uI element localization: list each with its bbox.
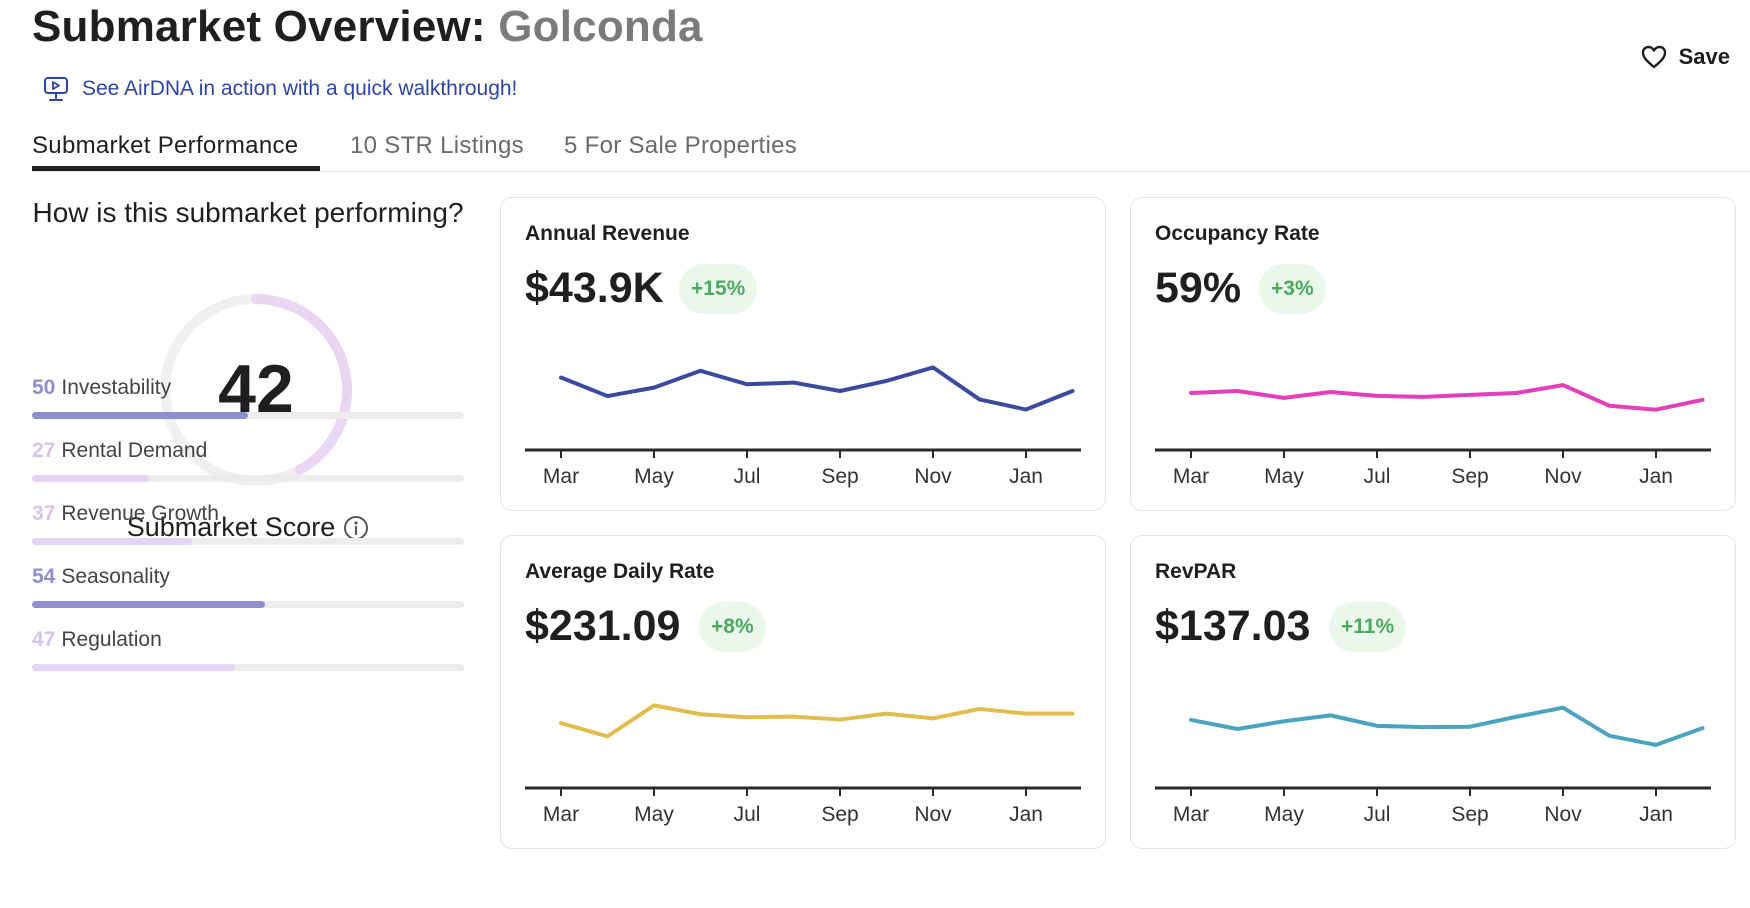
x-tick-label: May — [1264, 803, 1304, 826]
occupancy-rate-chart: Mar May Jul Sep Nov Jan — [1155, 383, 1711, 488]
x-tick-label: Mar — [543, 803, 579, 826]
metric-value: 47 — [32, 628, 56, 651]
metric-value: 37 — [32, 502, 56, 525]
change-badge: +11% — [1329, 602, 1407, 652]
tab-bar: Submarket Performance 10 STR Listings 5 … — [32, 126, 1750, 172]
x-tick-label: Jul — [734, 465, 761, 488]
metric-fill — [32, 664, 236, 671]
metric-label: Investability — [61, 376, 172, 399]
card-revpar[interactable]: RevPAR $137.03 +11% Mar May Jul Sep Nov Jan — [1130, 535, 1736, 849]
tab-str-listings[interactable]: 10 STR Listings — [350, 132, 524, 159]
card-average-daily-rate[interactable]: Average Daily Rate $231.09 +8% Mar May Jul… — [500, 535, 1106, 849]
score-panel: How is this submarket performing? 42 Sub… — [32, 196, 464, 542]
x-tick-label: Nov — [914, 803, 952, 826]
x-tick-label: Sep — [821, 803, 858, 826]
page-title: Submarket Overview: Golconda — [32, 2, 703, 52]
metric-value: 54 — [32, 565, 56, 588]
x-tick-label: Nov — [1544, 465, 1582, 488]
x-tick-label: May — [634, 465, 674, 488]
score-label-row: Submarket Score — [32, 512, 464, 543]
x-tick-label: May — [634, 803, 674, 826]
card-value: $43.9K — [525, 264, 664, 312]
x-tick-label: Sep — [821, 465, 858, 488]
x-tick-label: Sep — [1451, 803, 1488, 826]
metric-fill — [32, 538, 192, 545]
metric-fill — [32, 412, 248, 419]
score-question: How is this submarket performing? — [32, 197, 464, 228]
x-tick-label: Nov — [914, 465, 952, 488]
metric-label: Regulation — [61, 628, 162, 651]
x-tick-label: Jul — [1364, 465, 1391, 488]
monitor-play-icon — [44, 77, 68, 101]
change-badge: +3% — [1259, 264, 1326, 314]
series-line — [1189, 383, 1705, 412]
x-tick-label: Jul — [1364, 803, 1391, 826]
x-tick-label: Mar — [543, 465, 579, 488]
walkthrough-link[interactable]: See AirDNA in action with a quick walkth… — [42, 76, 517, 102]
tab-for-sale-properties[interactable]: 5 For Sale Properties — [564, 132, 798, 159]
page-title-prefix: Submarket Overview: — [32, 2, 486, 51]
heart-icon — [1641, 45, 1666, 69]
x-tick-label: Jan — [1639, 465, 1673, 488]
metric-track — [32, 664, 464, 671]
metric-track — [32, 475, 464, 482]
card-occupancy-rate[interactable]: Occupancy Rate 59% +3% Mar May Jul Sep Nov Ja… — [1130, 197, 1736, 511]
metric-investability: 50 Investability — [32, 376, 464, 439]
score-gauge-arc — [251, 294, 352, 475]
series-line — [559, 703, 1075, 739]
annual-revenue-chart: Mar May Jul Sep Nov Jan — [525, 365, 1081, 488]
metric-label: Rental Demand — [61, 439, 208, 462]
x-tick-label: May — [1264, 465, 1304, 488]
metric-fill — [32, 601, 266, 608]
metric-label: Revenue Growth — [61, 502, 219, 525]
x-tick-label: Jul — [734, 803, 761, 826]
card-title: Annual Revenue — [525, 222, 690, 245]
card-title: RevPAR — [1155, 560, 1237, 583]
average-daily-rate-chart: Mar May Jul Sep Nov Jan — [525, 703, 1081, 826]
metric-seasonality: 54 Seasonality — [32, 565, 464, 628]
x-tick-label: Jan — [1009, 465, 1043, 488]
metric-value: 27 — [32, 439, 56, 462]
score-label: Submarket Score — [126, 512, 336, 542]
card-value: $137.03 — [1155, 602, 1311, 650]
card-title: Average Daily Rate — [525, 560, 715, 583]
x-tick-label: Nov — [1544, 803, 1582, 826]
save-label: Save — [1678, 44, 1730, 69]
active-tab-indicator — [32, 166, 320, 171]
metric-track — [32, 538, 464, 545]
metric-regulation: 47 Regulation — [32, 628, 464, 691]
series-line — [559, 365, 1075, 412]
card-value: 59% — [1155, 264, 1242, 312]
x-tick-label: Sep — [1451, 465, 1488, 488]
change-badge: +8% — [699, 602, 766, 652]
score-metrics: 50 Investability 27 Rental Demand 37 Revenu… — [32, 376, 464, 691]
card-title: Occupancy Rate — [1155, 222, 1320, 245]
metric-revenue-growth: 37 Revenue Growth — [32, 502, 464, 565]
metric-value: 50 — [32, 376, 56, 399]
x-tick-label: Mar — [1173, 803, 1209, 826]
save-button[interactable]: Save — [1641, 44, 1730, 70]
card-annual-revenue[interactable]: Annual Revenue $43.9K +15% Mar May Jul Sep N… — [500, 197, 1106, 511]
metric-fill — [32, 475, 149, 482]
revpar-chart: Mar May Jul Sep Nov Jan — [1155, 705, 1711, 826]
walkthrough-text: See AirDNA in action with a quick walkth… — [82, 77, 518, 100]
metric-rental-demand: 27 Rental Demand — [32, 439, 464, 502]
card-value: $231.09 — [525, 602, 681, 650]
metric-track — [32, 412, 464, 419]
x-tick-label: Jan — [1009, 803, 1043, 826]
submarket-name: Golconda — [498, 2, 703, 51]
series-line — [1189, 705, 1705, 747]
change-badge: +15% — [679, 264, 758, 314]
tab-submarket-performance[interactable]: Submarket Performance — [32, 132, 299, 159]
x-tick-label: Jan — [1639, 803, 1673, 826]
metric-track — [32, 601, 464, 608]
metric-label: Seasonality — [61, 565, 170, 588]
x-tick-label: Mar — [1173, 465, 1209, 488]
